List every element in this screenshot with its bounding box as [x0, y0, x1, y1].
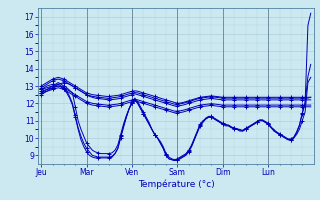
X-axis label: Température (°c): Température (°c) [138, 180, 214, 189]
